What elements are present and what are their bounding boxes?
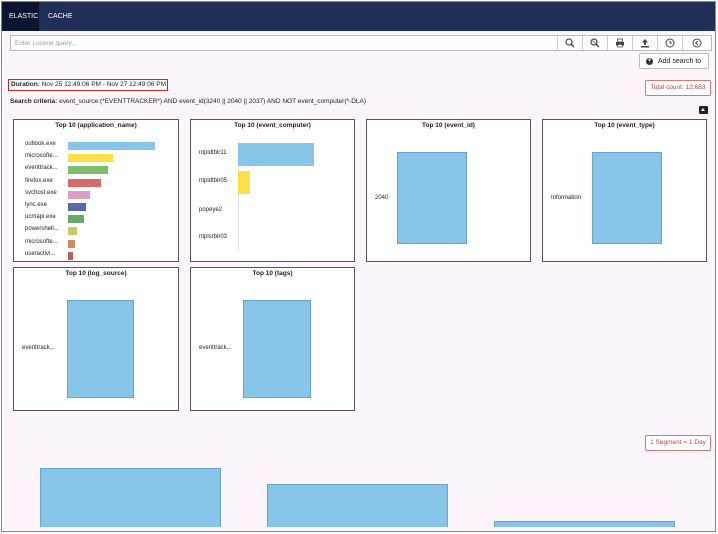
bar	[68, 142, 155, 150]
panel-event-type: Top 10 (event_type) Information	[542, 119, 707, 262]
bar-label: popeye2	[199, 207, 223, 213]
search-button[interactable]	[557, 36, 582, 50]
bar	[68, 166, 109, 175]
bar-label: ntpldtblr05	[199, 178, 228, 184]
bar-label: eventtrack...	[25, 165, 58, 172]
bar	[68, 178, 102, 187]
bar	[68, 215, 84, 224]
panel-title: Top 10 (event_type)	[594, 122, 655, 129]
bar-label: ntplsrblr03	[199, 234, 228, 240]
tab-elastic[interactable]: ELASTIC	[2, 2, 39, 31]
add-search-label: Add search to	[658, 57, 702, 65]
print-icon	[616, 38, 624, 48]
bar	[592, 152, 662, 244]
bar-label: svchost.exe	[25, 189, 57, 196]
search-criteria: Search criteria: event_source:(*EVENTTRA…	[10, 98, 366, 105]
criteria-label: Search criteria:	[10, 98, 58, 105]
bar-label: microsofte...	[25, 153, 58, 160]
bar-label: ucmapi.exe	[25, 214, 56, 221]
bar-label: eventtrack...	[199, 345, 232, 351]
bar	[68, 239, 75, 248]
panel-tags: Top 10 (tags) eventtrack...	[190, 267, 355, 411]
search-bar	[10, 35, 712, 51]
bar	[68, 154, 114, 163]
tab-cache[interactable]: CACHE	[48, 13, 73, 20]
bar	[68, 227, 77, 236]
panel-title: Top 10 (event_computer)	[234, 122, 311, 129]
timeline-bar	[267, 483, 448, 527]
panel-title: Top 10 (log_source)	[65, 270, 127, 277]
bar-label: outlook.exe	[25, 141, 56, 147]
duration-box: Duration: Nov 25 12:49:06 PM - Nov 27 12…	[8, 79, 168, 91]
panel-title: Top 10 (tags)	[252, 270, 293, 277]
criteria-value: event_source:(*EVENTTRACKER*) AND event_…	[57, 98, 367, 105]
panel-log-source: Top 10 (log_source) eventtrack...	[13, 267, 179, 411]
bar	[238, 171, 251, 194]
panel-title: Top 10 (application_name)	[55, 122, 137, 129]
bar	[68, 190, 90, 199]
panel-title: Top 10 (event_id)	[422, 122, 475, 129]
print-button[interactable]	[607, 36, 632, 50]
search-icon	[565, 38, 575, 48]
top-nav: ELASTIC CACHE	[2, 2, 715, 31]
upload-icon	[641, 39, 649, 48]
segment-badge[interactable]: 1 Segment = 1 Day	[645, 435, 711, 451]
timeline-bar	[40, 468, 221, 527]
bar-label: useractivi...	[25, 250, 56, 257]
plus-icon: +	[646, 57, 653, 65]
bar-label: eventtrack...	[22, 345, 55, 351]
back-button[interactable]	[682, 36, 711, 50]
panel-event-computer: Top 10 (event_computer) ntpldtblr11 ntpld…	[190, 119, 355, 262]
bar	[243, 300, 311, 398]
duration-label: Duration:	[11, 81, 40, 88]
bar-label: microsofte...	[25, 238, 58, 245]
axis-line	[238, 140, 239, 250]
total-count-badge[interactable]: Total count: 12,683	[645, 80, 711, 96]
collapse-icon[interactable]	[699, 106, 708, 114]
back-icon	[692, 38, 702, 48]
bar	[238, 143, 314, 166]
search-input[interactable]	[11, 36, 557, 50]
add-search-button[interactable]: + Add search to	[639, 53, 709, 69]
bar	[68, 251, 74, 260]
clock-icon	[665, 38, 675, 48]
bar-label: Information	[551, 195, 582, 201]
bar-label: 2040	[375, 195, 389, 201]
timeline-bar	[494, 521, 675, 527]
bar	[397, 152, 467, 244]
clock-button[interactable]	[657, 36, 682, 50]
bar-label: lync.exe	[25, 202, 48, 208]
bar	[68, 203, 87, 211]
bar-label: firefox.exe	[25, 177, 53, 184]
zoom-out-icon	[590, 38, 600, 48]
bar	[67, 300, 134, 398]
bar-label: ntpldtblr11	[199, 150, 227, 156]
duration-value: Nov 25 12:49:06 PM - Nov 27 12:49:06 PM	[39, 81, 166, 88]
zoom-out-button[interactable]	[582, 36, 607, 50]
upload-button[interactable]	[632, 36, 657, 50]
panel-event-id: Top 10 (event_id) 2040	[366, 119, 531, 262]
bar-label: powershell...	[25, 226, 59, 233]
panel-application-name: Top 10 (application_name) outlook.exe mic…	[13, 119, 179, 262]
